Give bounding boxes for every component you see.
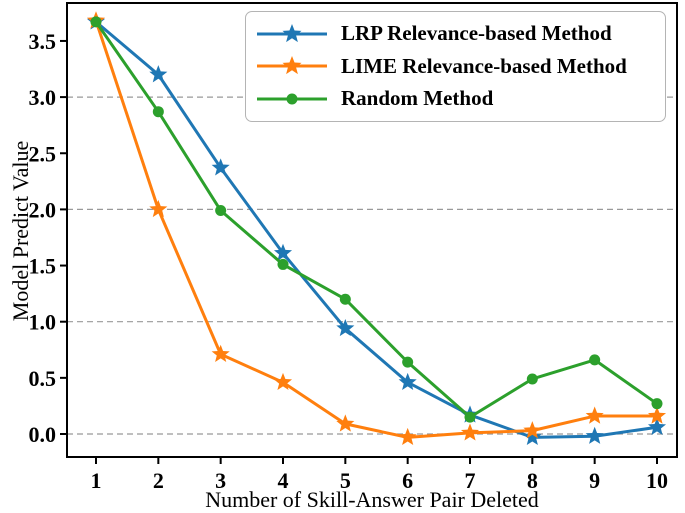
data-point-circle xyxy=(277,258,289,270)
data-point-star xyxy=(523,421,542,439)
y-axis-title: Model Predict Value xyxy=(8,140,33,322)
data-point-star xyxy=(149,199,168,218)
series-lime xyxy=(86,11,667,446)
y-axis-ticks: 0.0 0.5 1.0 1.5 2.0 2.5 3.0 3.5 xyxy=(29,29,67,447)
x-tick-label: 2 xyxy=(153,468,164,493)
data-point-circle xyxy=(651,398,663,410)
lime-line-star-sample-icon xyxy=(257,56,327,75)
x-tick-label: 3 xyxy=(215,468,226,493)
legend-sample-star xyxy=(282,56,302,75)
data-point-star xyxy=(523,427,542,446)
data-point-star xyxy=(336,318,355,337)
data-point-circle xyxy=(339,293,351,305)
data-point-circle xyxy=(90,16,102,28)
legend-item-random: Random Method xyxy=(252,83,657,114)
x-axis-ticks: 1 2 3 4 5 6 7 8 9 10 xyxy=(91,457,668,493)
x-tick-label: 8 xyxy=(527,468,538,493)
x-tick-label: 1 xyxy=(91,468,102,493)
y-tick-label: 0.5 xyxy=(29,366,57,391)
series-line-lime xyxy=(94,19,659,439)
plot-border xyxy=(66,2,678,458)
data-point-star xyxy=(398,372,417,391)
data-point-star xyxy=(647,417,667,435)
data-point-star xyxy=(398,427,417,446)
data-point-circle xyxy=(152,106,164,118)
lrp-line-star-sample-icon xyxy=(257,23,327,42)
data-point-star xyxy=(149,65,168,83)
y-tick-label: 3.5 xyxy=(29,29,57,54)
data-point-star xyxy=(585,426,604,444)
x-tick-label: 10 xyxy=(646,468,668,493)
data-point-star xyxy=(585,406,604,424)
x-tick-label: 6 xyxy=(402,468,413,493)
data-point-star xyxy=(211,344,230,362)
legend-sample-circle xyxy=(286,93,298,104)
data-point-star xyxy=(273,243,293,261)
x-axis-title: Number of Skill-Answer Pair Deleted xyxy=(205,487,539,512)
legend-item-lime: LIME Relevance-based Method xyxy=(252,51,657,82)
series-line-lrp xyxy=(94,20,659,439)
series-random xyxy=(90,16,663,423)
y-tick-label: 1.5 xyxy=(29,254,57,279)
legend-sample-star xyxy=(282,23,302,42)
data-point-star xyxy=(211,158,230,176)
x-tick-label: 7 xyxy=(465,468,476,493)
data-point-star xyxy=(460,423,480,441)
x-tick-label: 9 xyxy=(589,468,600,493)
series-line-random xyxy=(94,20,659,419)
data-point-circle xyxy=(215,205,227,217)
data-point-star xyxy=(647,406,667,424)
legend-label-random: Random Method xyxy=(341,86,494,110)
data-point-star xyxy=(273,372,293,391)
data-point-star xyxy=(336,414,355,432)
y-tick-label: 0.0 xyxy=(29,422,57,447)
legend: LRP Relevance-based Method LIME Relevanc… xyxy=(245,11,666,122)
random-line-circle-sample-icon xyxy=(257,93,327,104)
data-point-circle xyxy=(464,411,476,423)
y-tick-label: 2.5 xyxy=(29,141,57,166)
x-tick-label: 4 xyxy=(278,468,289,493)
legend-label-lime: LIME Relevance-based Method xyxy=(341,53,627,78)
legend-label-lrp: LRP Relevance-based Method xyxy=(341,21,612,45)
data-point-circle xyxy=(526,373,538,385)
series-lrp xyxy=(86,12,667,446)
x-tick-label: 5 xyxy=(340,468,351,493)
data-point-circle xyxy=(589,354,601,366)
y-tick-label: 2.0 xyxy=(29,197,57,222)
data-point-circle xyxy=(402,356,414,368)
gridlines xyxy=(67,96,677,435)
y-tick-label: 1.0 xyxy=(29,310,57,335)
y-tick-label: 3.0 xyxy=(29,85,57,110)
legend-item-lrp: LRP Relevance-based Method xyxy=(252,18,657,49)
